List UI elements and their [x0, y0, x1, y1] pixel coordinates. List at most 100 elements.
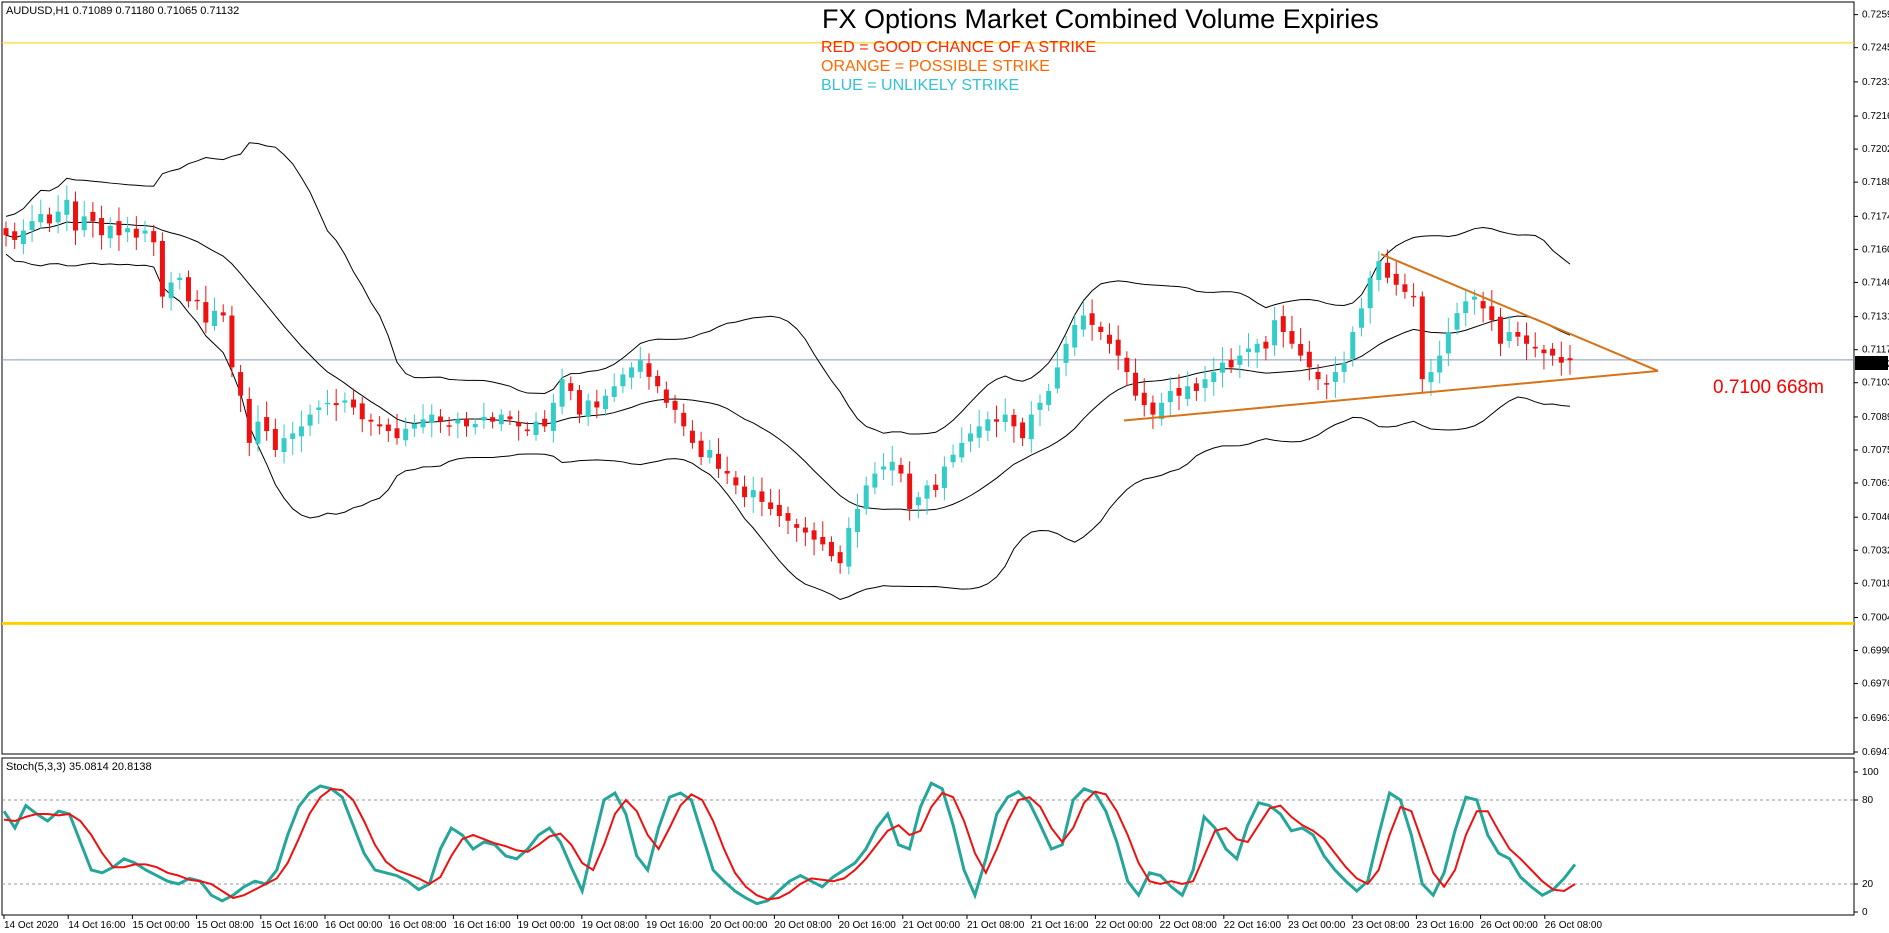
candle	[516, 410, 522, 441]
candle	[733, 471, 739, 495]
candle	[1167, 377, 1173, 417]
bollinger-lower	[5, 253, 1571, 600]
candle	[203, 285, 209, 334]
price-tick-label: 0.71740	[1862, 211, 1889, 222]
candle	[820, 521, 826, 551]
candle	[768, 488, 774, 516]
candle	[1219, 346, 1225, 388]
candle	[750, 476, 756, 513]
candle	[359, 396, 365, 433]
candle	[1332, 356, 1338, 398]
expiry-label: 0.7100 668m	[1713, 377, 1824, 398]
candle	[1072, 315, 1078, 356]
time-tick-label: 20 Oct 16:00	[839, 920, 897, 931]
candle	[377, 416, 383, 435]
candle	[255, 405, 261, 452]
candle	[3, 221, 9, 247]
candle	[681, 403, 687, 437]
candle	[1150, 395, 1156, 429]
candle	[559, 368, 565, 415]
symbol-info: AUDUSD,H1 0.71089 0.71180 0.71065 0.7113…	[6, 5, 239, 17]
price-tick-label: 0.70890	[1862, 412, 1889, 423]
candle	[576, 384, 582, 424]
candle	[307, 404, 313, 436]
candle	[907, 461, 913, 521]
candle	[1046, 383, 1052, 411]
candle	[1176, 374, 1182, 411]
time-tick-label: 15 Oct 16:00	[261, 920, 319, 931]
candle	[446, 416, 452, 436]
candle	[828, 536, 834, 562]
candle	[324, 389, 330, 416]
candle	[1445, 317, 1451, 367]
candle	[194, 290, 200, 310]
candle	[168, 271, 174, 311]
candle	[1350, 326, 1356, 367]
time-tick-label: 19 Oct 00:00	[518, 920, 576, 931]
candle	[1098, 321, 1104, 340]
price-tick-label: 0.72310	[1862, 77, 1889, 88]
candle	[1202, 365, 1208, 402]
candle	[933, 474, 939, 498]
candle	[38, 199, 44, 229]
candle	[594, 389, 600, 419]
price-tick-label: 0.71600	[1862, 244, 1889, 255]
candle	[1515, 321, 1521, 347]
stoch-tick-label: 100	[1862, 767, 1879, 778]
time-tick-label: 26 Oct 00:00	[1481, 920, 1539, 931]
candle	[967, 423, 973, 453]
candle	[394, 413, 400, 445]
triangle-upper-line	[1380, 253, 1659, 372]
price-tick-label: 0.72595	[1862, 10, 1889, 21]
candle	[1115, 325, 1121, 370]
candle	[1228, 348, 1234, 374]
candle	[46, 207, 52, 233]
candle	[351, 388, 357, 415]
stoch-tick-label: 0	[1862, 907, 1868, 918]
price-tick-label: 0.69470	[1862, 747, 1889, 758]
time-tick-label: 16 Oct 08:00	[389, 920, 447, 931]
time-tick-label: 16 Oct 16:00	[453, 920, 511, 931]
candle	[1419, 291, 1425, 393]
candle	[1358, 297, 1364, 337]
candle	[611, 373, 617, 403]
candle	[585, 393, 591, 427]
candle	[1506, 315, 1512, 348]
candle	[385, 418, 391, 442]
candle	[333, 388, 339, 421]
candle	[1367, 270, 1373, 324]
price-tick-label: 0.71175	[1862, 345, 1889, 356]
price-tick-label: 0.71460	[1862, 277, 1889, 288]
legend-blue: BLUE = UNLIKELY STRIKE	[821, 77, 1019, 94]
candle	[185, 270, 191, 308]
time-tick-label: 23 Oct 16:00	[1416, 920, 1474, 931]
price-tick-label: 0.70750	[1862, 445, 1889, 456]
candle	[811, 522, 817, 556]
candlesticks	[3, 185, 1573, 575]
candle	[776, 489, 782, 528]
candle	[81, 200, 87, 237]
candle	[1037, 394, 1043, 427]
candle	[855, 493, 861, 548]
price-tick-label: 0.71315	[1862, 312, 1889, 323]
candle	[707, 440, 713, 464]
candle	[1054, 351, 1060, 394]
price-tick-label: 0.71885	[1862, 177, 1889, 188]
candle	[490, 412, 496, 429]
candle	[863, 476, 869, 515]
triangle-pattern	[1123, 253, 1659, 422]
candle	[429, 404, 435, 438]
candle	[941, 456, 947, 501]
price-tick-label: 0.70465	[1862, 512, 1889, 523]
price-tick-label: 0.70185	[1862, 578, 1889, 589]
candle	[1011, 408, 1017, 443]
candle	[689, 420, 695, 449]
candle	[420, 404, 426, 434]
candle	[1402, 273, 1408, 299]
candle	[1246, 333, 1252, 367]
candle	[411, 414, 417, 437]
candle	[90, 202, 96, 238]
candle	[238, 365, 244, 413]
time-axis: 14 Oct 2020 14 Oct 16:00 15 Oct 00:00 15 Oc…	[3, 915, 1602, 931]
